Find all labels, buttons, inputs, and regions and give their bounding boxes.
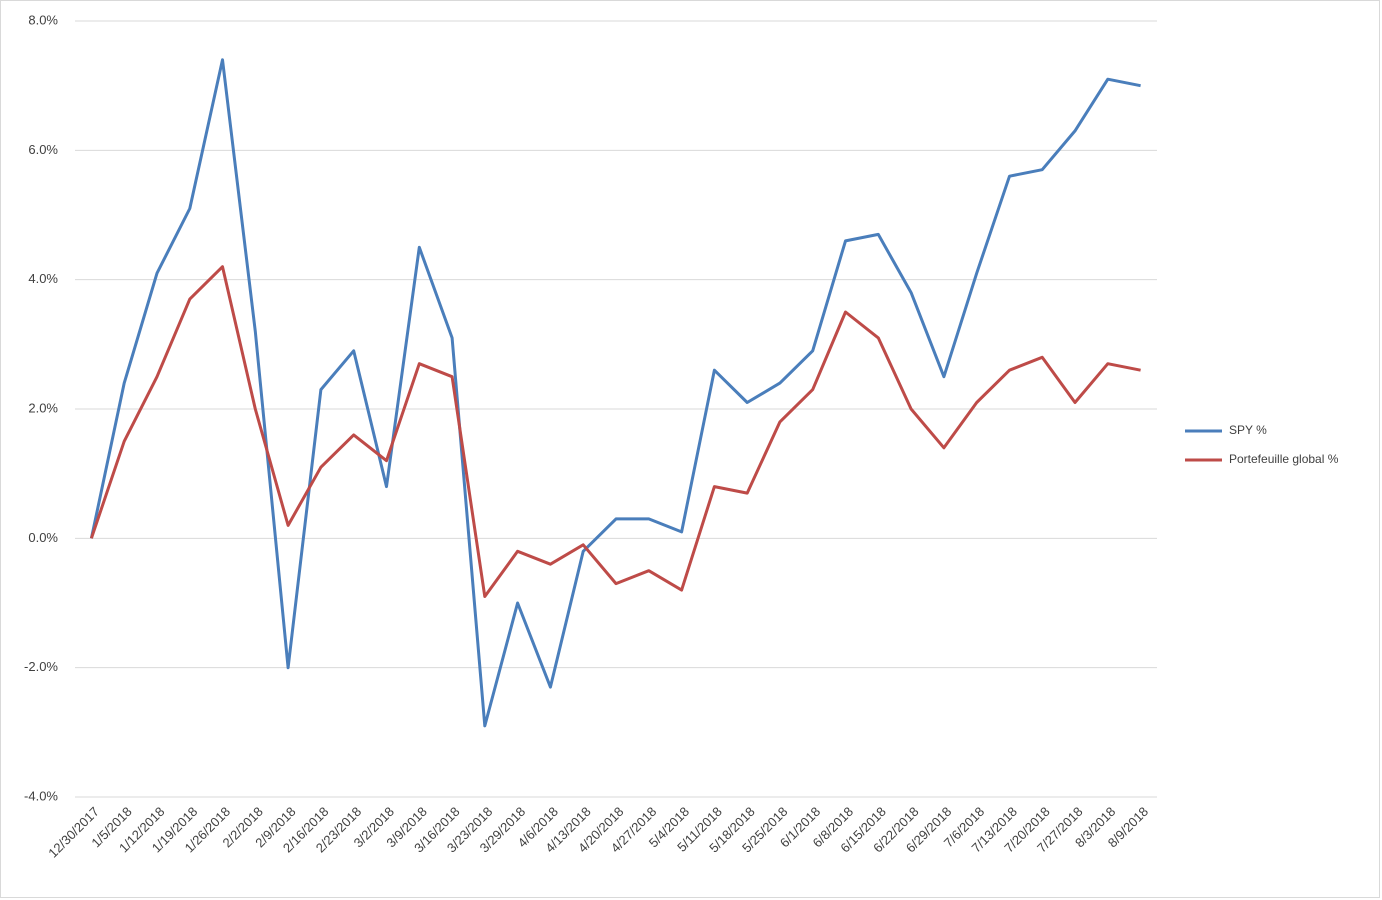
y-tick-label: -2.0% [24,659,58,674]
legend-label: Portefeuille global % [1229,452,1339,466]
series-line [89,265,1141,598]
y-tick-label: 2.0% [28,400,58,415]
legend-label: SPY % [1229,423,1267,437]
y-tick-label: 8.0% [28,12,58,27]
y-tick-label: 0.0% [28,530,58,545]
y-tick-label: 4.0% [28,271,58,286]
y-tick-label: -4.0% [24,788,58,803]
y-tick-label: 6.0% [28,142,58,157]
